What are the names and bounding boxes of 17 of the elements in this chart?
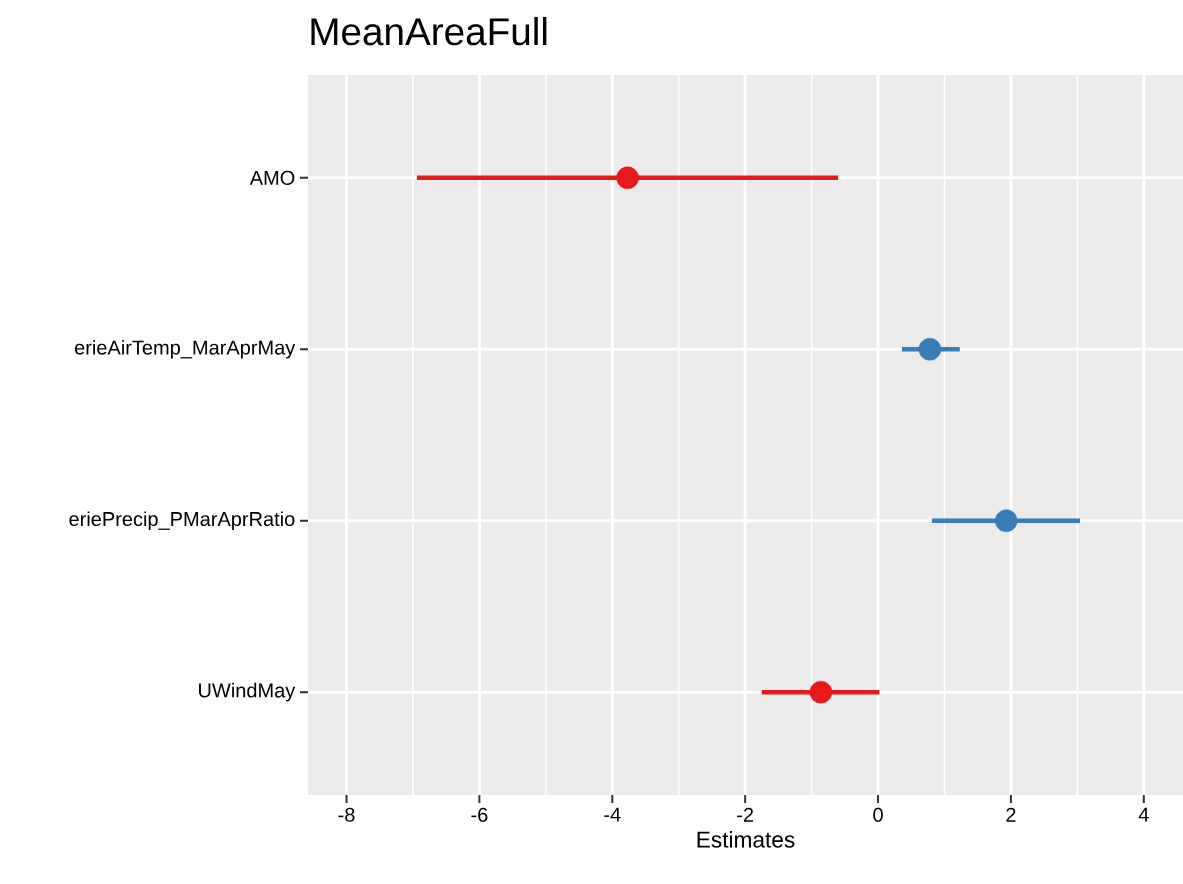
y-tick-label: eriePrecip_PMarAprRatio: [69, 511, 295, 531]
x-tick-label: 4: [1138, 807, 1149, 822]
x-tick-label: -6: [471, 807, 488, 822]
x-axis-title: Estimates: [697, 831, 795, 848]
x-tick-label: 0: [873, 807, 883, 822]
point: [995, 509, 1018, 532]
y-tick-label: erieAirTemp_MarAprMay: [74, 339, 296, 359]
x-tick-label: -2: [737, 807, 754, 822]
chart-title: MeanAreaFull: [311, 16, 547, 46]
x-tick-label: -4: [604, 807, 621, 822]
y-tick-label: AMO: [249, 170, 295, 185]
y-tick-label: UWindMay: [199, 682, 296, 702]
point: [616, 166, 639, 190]
x-tick-label: -8: [338, 807, 355, 822]
point: [809, 680, 833, 704]
x-tick-label: 2: [1006, 807, 1016, 822]
point: [918, 338, 942, 361]
